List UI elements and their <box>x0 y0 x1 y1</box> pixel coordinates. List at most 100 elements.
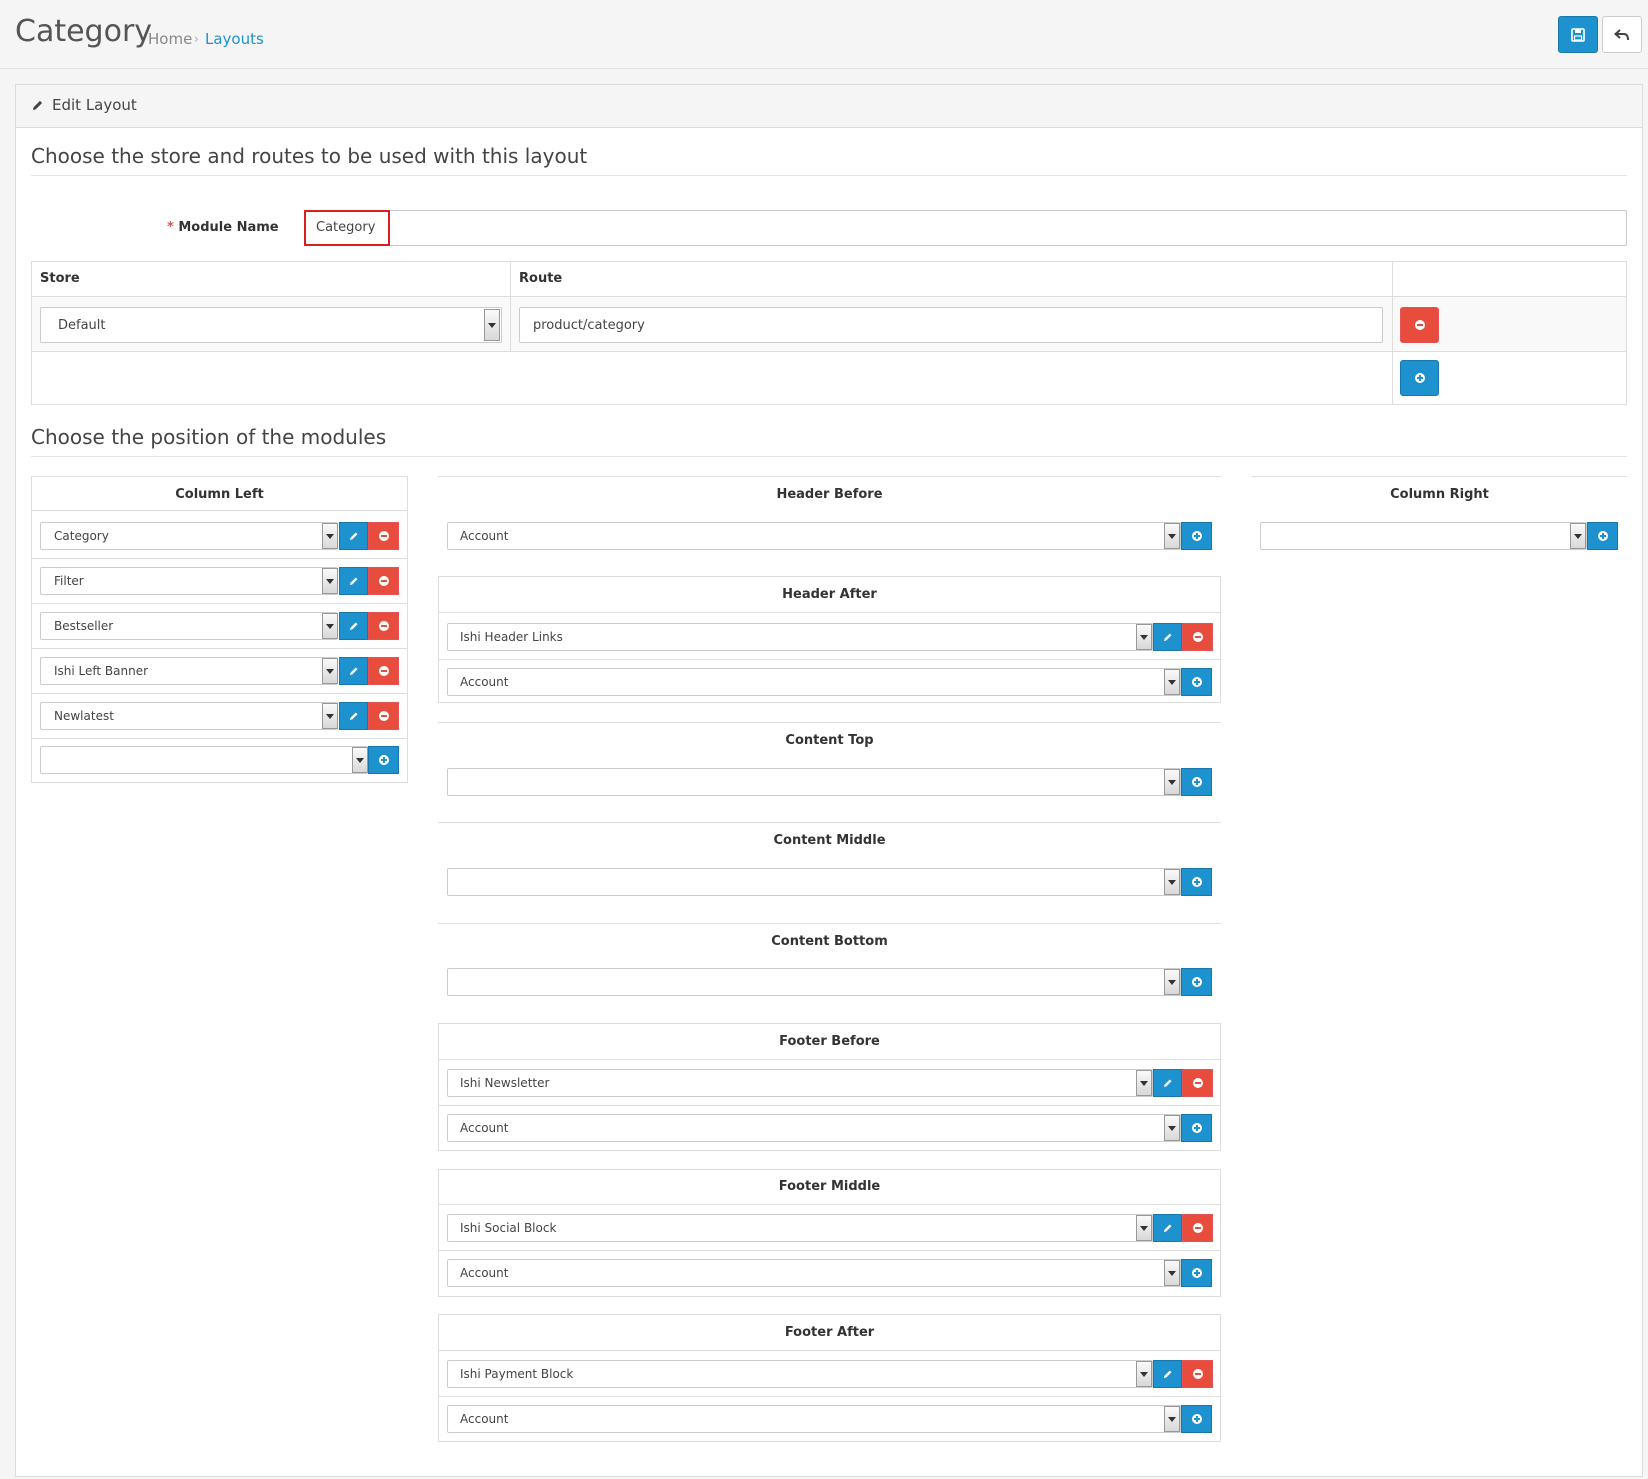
pencil-icon <box>1163 1370 1171 1378</box>
footer-after-module-select[interactable] <box>447 1360 1153 1388</box>
remove-module-button[interactable] <box>368 702 399 730</box>
chevron-down-icon[interactable] <box>1164 1260 1180 1286</box>
footer-middle-module-value: Ishi Social Block <box>460 1221 557 1235</box>
add-route-button[interactable] <box>1400 360 1439 396</box>
chevron-down-icon[interactable] <box>1136 1361 1152 1387</box>
add-module-button[interactable] <box>1181 768 1212 796</box>
minus-circle-icon <box>378 576 389 586</box>
footer-middle-add-select[interactable] <box>447 1259 1181 1287</box>
remove-route-button[interactable] <box>1400 307 1439 343</box>
add-module-button[interactable] <box>368 746 399 774</box>
column-left-module-select[interactable] <box>40 567 338 595</box>
footer-after-add-value: Account <box>460 1412 509 1426</box>
footer-before-module-select[interactable] <box>447 1069 1153 1097</box>
section-divider <box>438 1059 1221 1060</box>
footer-before-add-select[interactable] <box>447 1114 1181 1142</box>
chevron-down-icon[interactable] <box>1570 523 1586 549</box>
chevron-down-icon[interactable] <box>1164 769 1180 795</box>
add-module-button[interactable] <box>1181 1114 1212 1142</box>
remove-module-button[interactable] <box>1182 623 1213 651</box>
add-module-button[interactable] <box>1181 1259 1212 1287</box>
route-input[interactable] <box>519 307 1383 343</box>
column-left-module-select[interactable] <box>40 612 338 640</box>
add-module-button[interactable] <box>1181 668 1212 696</box>
remove-module-button[interactable] <box>1182 1360 1213 1388</box>
edit-module-button[interactable] <box>339 702 368 730</box>
pencil-icon <box>349 532 357 540</box>
content-top-add-select[interactable] <box>447 768 1181 796</box>
content-bottom-add-select[interactable] <box>447 968 1181 996</box>
edit-module-button[interactable] <box>1153 1214 1182 1242</box>
breadcrumb-layouts[interactable]: Layouts <box>205 30 264 48</box>
chevron-down-icon[interactable] <box>1164 969 1180 995</box>
footer-after-title: Footer After <box>784 1325 875 1340</box>
column-left-module-value: Category <box>54 529 109 543</box>
pencil-icon <box>349 577 357 585</box>
chevron-down-icon[interactable] <box>1164 669 1180 695</box>
chevron-down-icon[interactable] <box>1136 624 1152 650</box>
column-left-module-select[interactable] <box>40 702 338 730</box>
chevron-down-icon[interactable] <box>322 703 338 729</box>
section-divider <box>31 456 1627 457</box>
add-module-button[interactable] <box>1181 868 1212 896</box>
add-module-button[interactable] <box>1181 522 1212 550</box>
column-header-route: Route <box>519 271 563 286</box>
column-left-add-select[interactable] <box>40 746 368 774</box>
chevron-down-icon[interactable] <box>322 613 338 639</box>
footer-before-title: Footer Before <box>779 1034 880 1049</box>
save-button[interactable] <box>1558 16 1598 53</box>
edit-module-button[interactable] <box>339 657 368 685</box>
column-right-add-select[interactable] <box>1260 522 1587 550</box>
edit-module-button[interactable] <box>1153 1360 1182 1388</box>
content-middle-add-select[interactable] <box>447 868 1181 896</box>
pencil-icon <box>33 100 43 110</box>
edit-module-button[interactable] <box>1153 1069 1182 1097</box>
chevron-down-icon[interactable] <box>484 309 500 341</box>
chevron-down-icon[interactable] <box>1136 1070 1152 1096</box>
remove-module-button[interactable] <box>368 657 399 685</box>
remove-module-button[interactable] <box>1182 1214 1213 1242</box>
footer-middle-module-select[interactable] <box>447 1214 1153 1242</box>
chevron-down-icon[interactable] <box>1164 869 1180 895</box>
chevron-down-icon[interactable] <box>1164 523 1180 549</box>
store-select[interactable] <box>40 307 502 343</box>
section-top-border <box>1252 476 1627 477</box>
header-before-add-select[interactable] <box>447 522 1181 550</box>
add-module-button[interactable] <box>1181 1405 1212 1433</box>
row-divider <box>438 659 1221 660</box>
chevron-down-icon[interactable] <box>352 747 368 773</box>
plus-circle-icon <box>1191 1268 1202 1278</box>
minus-circle-icon <box>1192 1369 1203 1379</box>
chevron-down-icon[interactable] <box>1164 1406 1180 1432</box>
back-button[interactable] <box>1602 16 1642 53</box>
section-top-border <box>438 476 1221 477</box>
module-name-input[interactable] <box>304 210 1627 246</box>
column-left-module-select[interactable] <box>40 657 338 685</box>
plus-circle-icon <box>1191 777 1202 787</box>
module-name-label-text: Module Name <box>178 220 279 235</box>
column-left-module-select[interactable] <box>40 522 338 550</box>
remove-module-button[interactable] <box>368 567 399 595</box>
chevron-down-icon[interactable] <box>1164 1115 1180 1141</box>
footer-before-add-value: Account <box>460 1121 509 1135</box>
remove-module-button[interactable] <box>1182 1069 1213 1097</box>
header-after-add-select[interactable] <box>447 668 1181 696</box>
edit-module-button[interactable] <box>339 567 368 595</box>
remove-module-button[interactable] <box>368 522 399 550</box>
required-star: * <box>167 220 174 235</box>
chevron-down-icon[interactable] <box>322 658 338 684</box>
edit-module-button[interactable] <box>339 612 368 640</box>
breadcrumb-home[interactable]: Home <box>148 30 193 48</box>
add-module-button[interactable] <box>1181 968 1212 996</box>
header-before-title: Header Before <box>776 487 883 502</box>
plus-circle-icon <box>1191 531 1202 541</box>
footer-after-add-select[interactable] <box>447 1405 1181 1433</box>
edit-module-button[interactable] <box>339 522 368 550</box>
chevron-down-icon[interactable] <box>322 568 338 594</box>
chevron-down-icon[interactable] <box>322 523 338 549</box>
add-module-button[interactable] <box>1587 522 1618 550</box>
header-after-module-select[interactable] <box>447 623 1153 651</box>
edit-module-button[interactable] <box>1153 623 1182 651</box>
remove-module-button[interactable] <box>368 612 399 640</box>
chevron-down-icon[interactable] <box>1136 1215 1152 1241</box>
